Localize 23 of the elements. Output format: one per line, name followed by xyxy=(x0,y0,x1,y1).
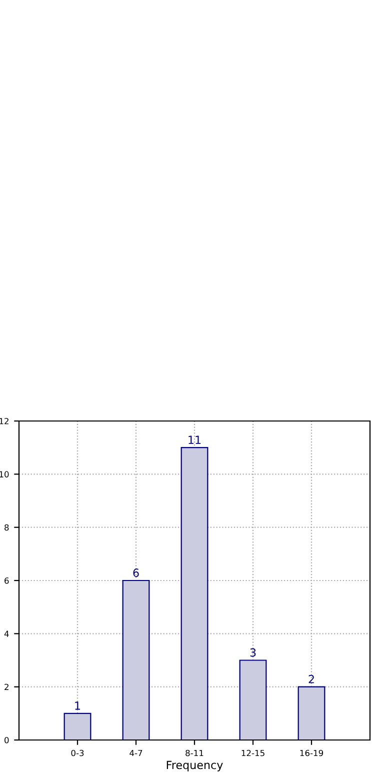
data-label: 2 xyxy=(308,674,314,684)
y-tick-label: 0 xyxy=(4,736,9,744)
bar xyxy=(239,660,267,740)
bar xyxy=(64,712,92,740)
x-tick-label: 4-7 xyxy=(130,750,142,756)
y-tick-label: 6 xyxy=(4,577,9,584)
data-label: 11 xyxy=(188,436,201,444)
x-axis-title: Frequency xyxy=(166,760,223,772)
y-tick-label: 8 xyxy=(4,524,9,531)
data-label: 6 xyxy=(133,568,139,577)
y-tick-label: 10 xyxy=(0,471,9,478)
x-tick-label: 8-11 xyxy=(186,750,204,756)
y-tick-label: 2 xyxy=(4,684,8,690)
bar xyxy=(298,686,326,740)
x-tick-label: 12-15 xyxy=(242,750,264,756)
x-tick-label: 16-19 xyxy=(300,750,324,756)
data-label: 3 xyxy=(250,648,256,657)
y-tick-label: 4 xyxy=(4,630,9,637)
data-label: 1 xyxy=(75,702,80,710)
bar xyxy=(180,447,208,740)
y-tick-label: 12 xyxy=(0,418,8,424)
bar xyxy=(122,580,150,740)
x-tick-label: 0-3 xyxy=(71,750,84,756)
